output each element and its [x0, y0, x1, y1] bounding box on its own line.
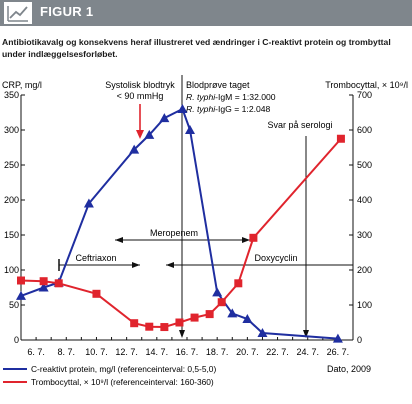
platelet-data-point: [190, 313, 199, 322]
y-right-tick-label: 200: [357, 265, 372, 275]
y-right-tick-label: 300: [357, 230, 372, 240]
legend: C-reaktivt protein, mg/l (referenceinter…: [3, 364, 216, 387]
crp-data-point: [16, 290, 26, 300]
ceftriaxon-end-arrowhead: [132, 262, 140, 268]
figure-header: FIGUR 1: [0, 0, 412, 26]
platelet-data-point: [336, 134, 345, 143]
legend-crp-label: C-reaktivt protein, mg/l (referenceinter…: [31, 364, 216, 374]
x-tick-label: 18. 7.: [206, 347, 229, 357]
meropenem-end-arrowhead: [242, 237, 250, 243]
y-left-tick-label: 50: [9, 300, 19, 310]
annotation-systolic-threshold: < 90 mmHg: [117, 91, 164, 101]
crp-data-point: [212, 287, 223, 297]
platelet-data-point: [249, 233, 258, 242]
annotation-doxycyclin: Doxycyclin: [254, 253, 297, 263]
y-right-tick-label: 600: [357, 125, 372, 135]
crp-data-point: [185, 125, 196, 134]
crp-data-point: [159, 113, 170, 123]
x-tick-label: 14. 7.: [146, 347, 169, 357]
meropenem-start-arrowhead: [115, 237, 123, 243]
y-left-tick-label: 350: [4, 90, 19, 100]
x-axis-label: Dato, 2009: [327, 364, 371, 374]
platelet-data-point: [217, 298, 226, 307]
y-left-tick-label: 300: [4, 125, 19, 135]
y-right-axis-label: Trombocyttal, × 10⁹/l: [325, 80, 408, 90]
chart-line-icon: [4, 2, 32, 24]
platelet-data-point: [205, 310, 214, 319]
annotation-systolic: Systolisk blodtryk: [105, 80, 175, 90]
annotation-meropenem: Meropenem: [150, 228, 198, 238]
x-tick-label: 12. 7.: [115, 347, 138, 357]
annotation-serology: Svar på serologi: [267, 120, 332, 130]
blood-sample-arrowhead: [179, 330, 185, 338]
legend-plt-label: Trombocyttal, × 10⁹/l (referenceinterval…: [31, 377, 214, 387]
crp-data-point: [332, 333, 343, 343]
y-right-tick-label: 500: [357, 160, 372, 170]
x-tick-label: 22. 7.: [266, 347, 289, 357]
figure-caption: Antibiotikavalg og konsekvens heraf illu…: [2, 37, 391, 59]
platelet-data-point: [92, 289, 101, 298]
crp-data-point: [144, 129, 155, 139]
crp-data-point: [83, 198, 94, 208]
crp-data-point: [257, 328, 268, 337]
platelet-data-point: [54, 279, 63, 288]
crp-data-point: [227, 308, 238, 318]
platelet-data-point: [17, 276, 25, 285]
y-right-tick-label: 400: [357, 195, 372, 205]
x-tick-label: 20. 7.: [236, 347, 259, 357]
annotation-blood-sample: Blodprøve taget: [186, 80, 250, 90]
platelet-data-point: [130, 319, 139, 328]
annotation-ceftriaxon: Ceftriaxon: [75, 253, 116, 263]
x-tick-label: 6. 7.: [27, 347, 45, 357]
annotation-igg: R. typhi-IgG = 1:2.048: [186, 104, 271, 114]
doxycyclin-start-arrowhead: [166, 262, 174, 268]
platelet-data-point: [160, 323, 169, 332]
x-tick-label: 10. 7.: [85, 347, 108, 357]
crp-data-point: [177, 104, 188, 113]
y-left-tick-label: 100: [4, 265, 19, 275]
series-crp-line: [20, 107, 338, 340]
y-right-tick-label: 0: [357, 335, 362, 345]
annotation-igm: R. typhi-IgM = 1:32.000: [186, 92, 276, 102]
platelet-data-point: [175, 318, 184, 327]
platelet-data-point: [234, 279, 243, 288]
x-tick-label: 8. 7.: [58, 347, 76, 357]
figure-label: FIGUR 1: [40, 4, 94, 19]
crp-data-point: [242, 314, 253, 323]
platelet-data-point: [39, 277, 48, 286]
y-left-tick-label: 0: [14, 335, 19, 345]
y-right-tick-label: 100: [357, 300, 372, 310]
systolic-arrowhead: [136, 130, 144, 139]
y-left-tick-label: 200: [4, 195, 19, 205]
crp-data-point: [129, 144, 140, 154]
crp-data-point: [38, 282, 49, 292]
x-tick-label: 16. 7.: [176, 347, 199, 357]
y-left-tick-label: 150: [4, 230, 19, 240]
y-left-tick-label: 250: [4, 160, 19, 170]
serology-arrowhead: [303, 330, 309, 338]
platelet-data-point: [145, 322, 154, 331]
x-tick-label: 24. 7.: [296, 347, 319, 357]
y-left-axis-label: CRP, mg/l: [2, 80, 42, 90]
y-right-tick-label: 700: [357, 90, 372, 100]
x-tick-label: 26. 7.: [327, 347, 350, 357]
